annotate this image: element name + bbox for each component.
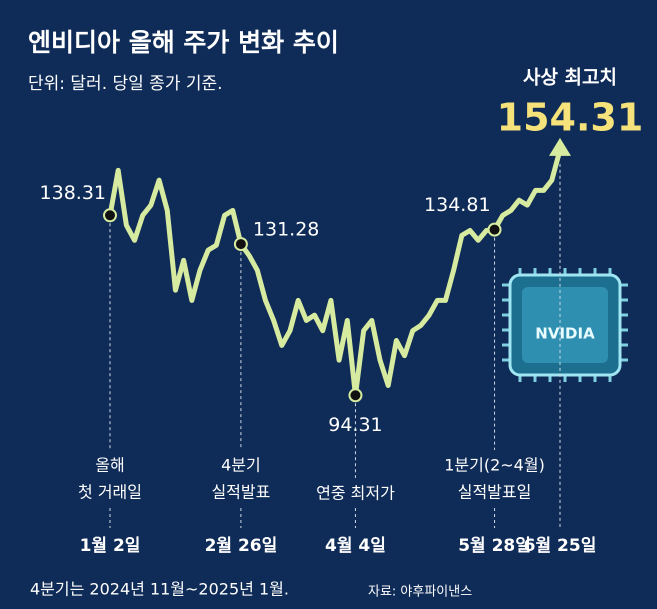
value-label: 154.31 (497, 96, 644, 140)
date-label: 4월 4일 (325, 536, 386, 556)
point-marker (233, 237, 248, 252)
arrow-head (549, 137, 571, 156)
chip-icon: NVIDIA (502, 268, 628, 382)
event-label: 실적발표 (211, 483, 270, 502)
price-line (107, 149, 563, 398)
value-label: 138.31 (40, 182, 106, 204)
date-label: 6월 25일 (524, 536, 597, 556)
chip-label: NVIDIA (535, 325, 595, 343)
point-marker (103, 208, 117, 223)
event-label: 실적발표일 (458, 483, 532, 502)
event-label: 올해 (95, 456, 124, 475)
date-label: 5월 28일 (458, 536, 531, 556)
point-marker (348, 388, 363, 403)
date-label: 1월 2일 (80, 536, 141, 556)
event-label: 연중 최저가 (316, 484, 395, 503)
event-label: 첫 거래일 (78, 483, 142, 502)
footnote: 4분기는 2024년 11월~2025년 1월. (30, 580, 289, 599)
point-marker (487, 222, 502, 237)
source: 자료: 야후파이낸스 (368, 585, 472, 600)
date-label: 2월 26일 (205, 536, 278, 556)
value-label: 134.81 (424, 194, 490, 216)
event-label: 사상 최고치 (523, 67, 617, 89)
chart-title: 엔비디아 올해 주가 변화 추이 (28, 28, 339, 57)
value-label: 131.28 (253, 219, 319, 241)
event-label: 4분기 (221, 456, 261, 475)
chart-subtitle: 단위: 달러. 당일 종가 기준. (28, 74, 223, 94)
event-label: 1분기(2~4월) (444, 456, 545, 475)
value-label: 94.31 (328, 414, 382, 436)
